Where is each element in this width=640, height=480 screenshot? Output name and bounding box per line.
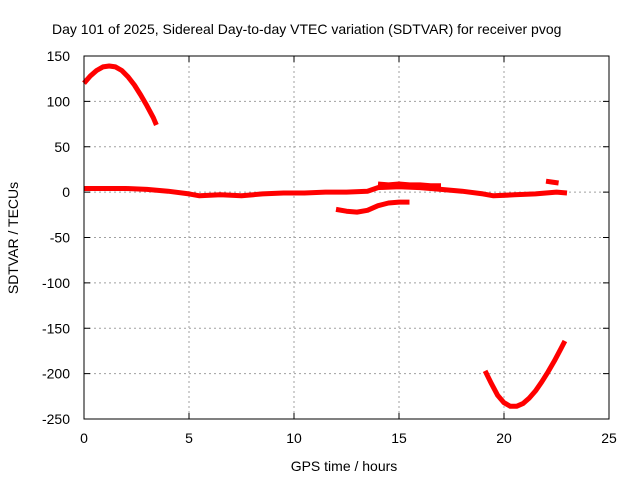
series-upper-cluster [377,181,441,189]
series-arc-early-high [82,63,159,126]
x-tick-label: 0 [80,430,88,446]
y-tick-label: -200 [42,366,70,382]
x-tick-label: 15 [391,430,407,446]
y-tick-label: -250 [42,411,70,427]
x-tick-label: 25 [601,430,617,446]
data-series [82,63,568,409]
y-tick-label: -100 [42,275,70,291]
y-tick-label: -50 [50,230,70,246]
series-small-segment [545,178,559,186]
x-tick-label: 5 [185,430,193,446]
y-tick-label: 0 [62,184,70,200]
x-tick-label: 20 [496,430,512,446]
series-main-band [84,184,568,199]
chart-title: Day 101 of 2025, Sidereal Day-to-day VTE… [52,21,561,37]
grid-lines [84,56,609,419]
series-arc-late-low [482,339,568,409]
axis-ticks: 0 5 10 15 20 25 150 100 50 0 -50 -100 -150 -200 -250 [42,48,617,446]
x-axis-title: GPS time / hours [291,458,398,474]
y-tick-label: 50 [54,139,70,155]
y-tick-label: -150 [42,320,70,336]
x-tick-label: 10 [286,430,302,446]
y-tick-label: 150 [47,48,71,64]
series-dip-segment [335,199,410,215]
y-tick-label: 100 [47,93,71,109]
y-axis-title: SDTVAR / TECUs [5,182,21,294]
